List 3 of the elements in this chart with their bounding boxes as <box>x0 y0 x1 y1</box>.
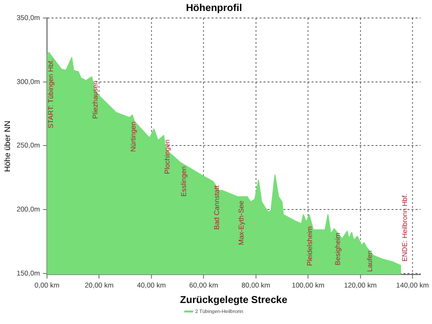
y-axis-title: Höhe über NN <box>3 120 12 172</box>
chart-title: Höhenprofil <box>186 2 242 14</box>
x-axis-title: Zurückgelegte Strecke <box>180 294 288 306</box>
